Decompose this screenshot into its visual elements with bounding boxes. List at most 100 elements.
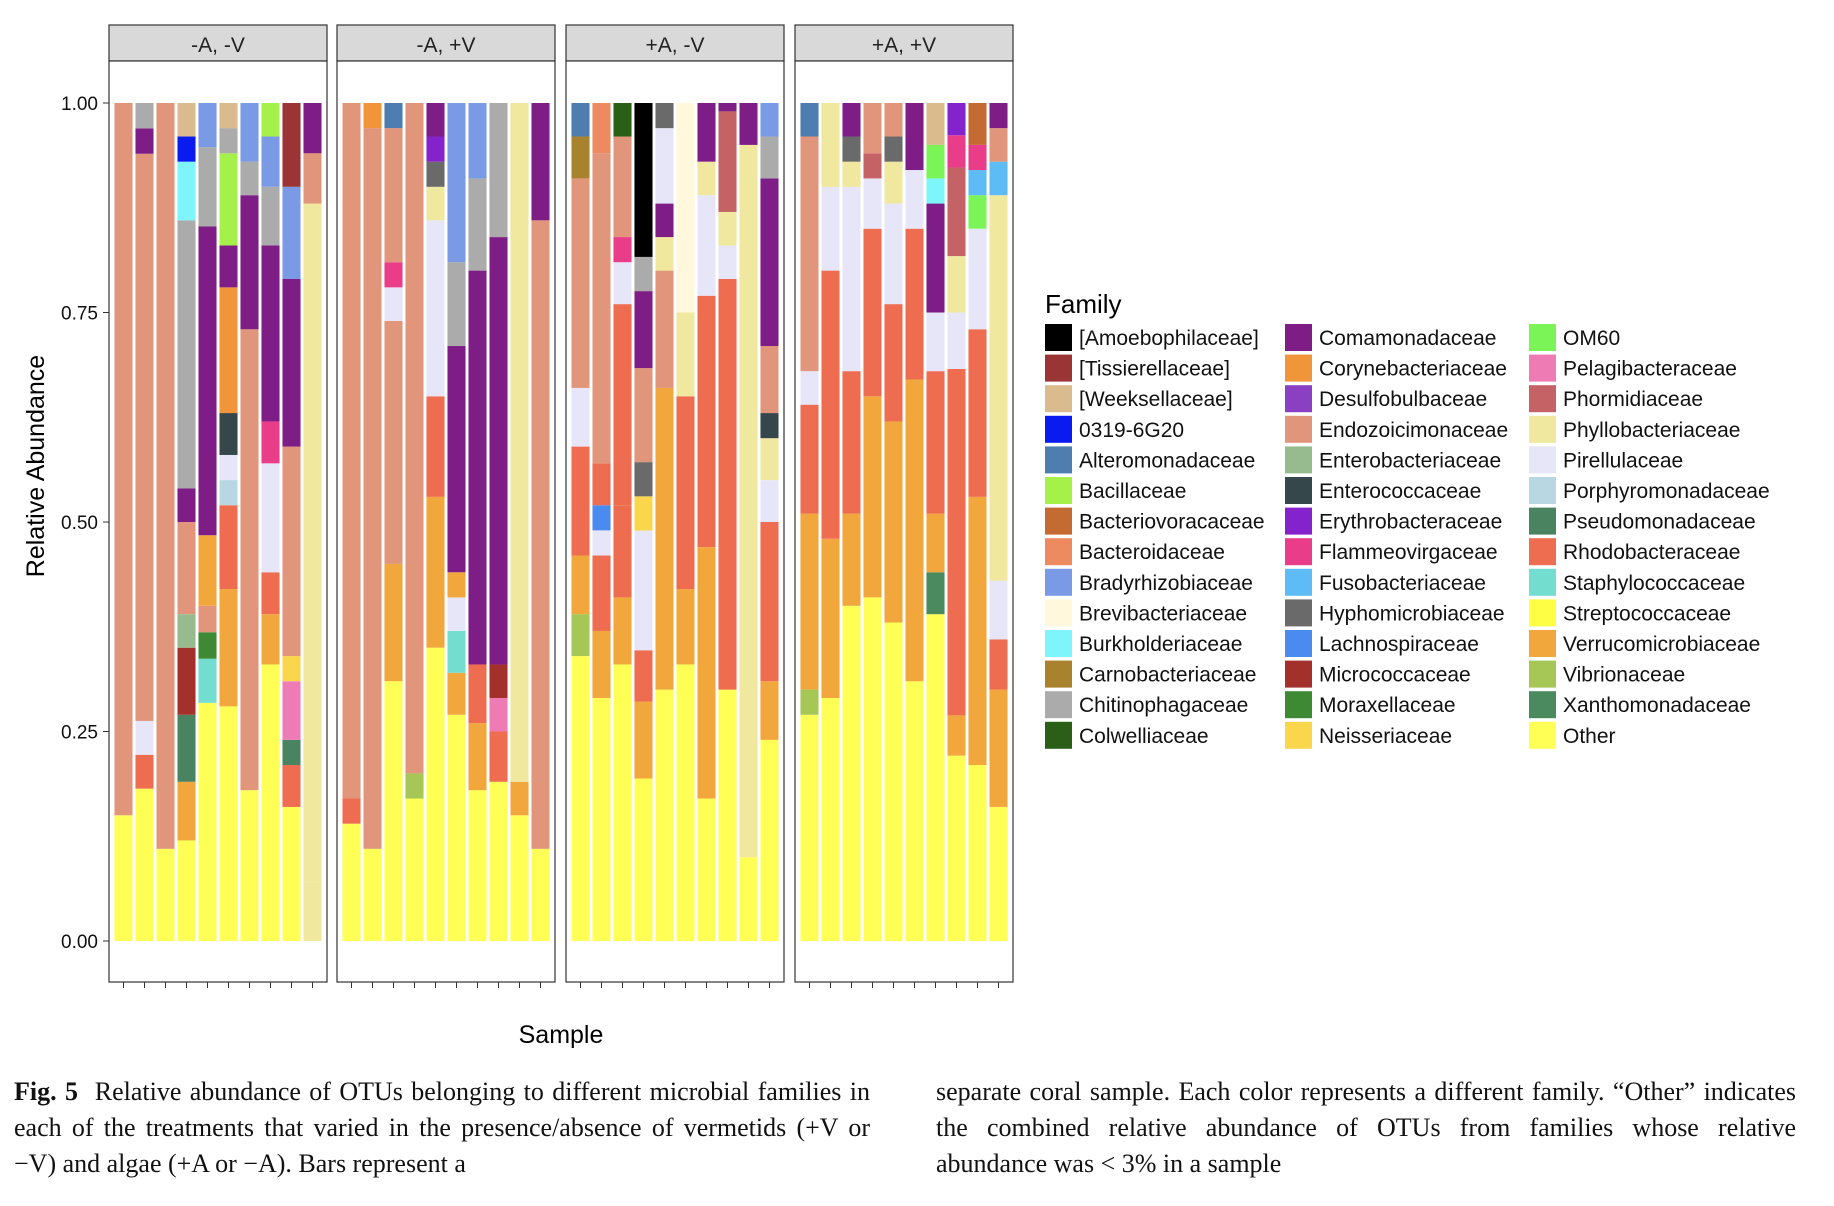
bar-segment: [198, 632, 217, 659]
panel-2: -A, +V: [336, 24, 556, 988]
bar-segment: [240, 329, 259, 791]
sample-bar: [468, 103, 487, 941]
bar-segment: [177, 614, 196, 648]
bar-segment: [926, 312, 945, 372]
bar-segment: [760, 413, 779, 439]
bar-segment: [468, 664, 487, 724]
legend-label: Flammeovirgaceae: [1319, 541, 1498, 564]
legend-item: Burkholderiaceae: [1045, 630, 1242, 657]
sample-bar: [655, 103, 674, 941]
sample-bar: [177, 103, 196, 941]
bar-segment: [926, 572, 945, 615]
legend-label: Enterobacteriaceae: [1319, 449, 1501, 472]
legend-label: Endozoicimonaceae: [1319, 419, 1508, 442]
bar-segment: [634, 778, 653, 941]
caption-right-text: separate coral sample. Each color repres…: [936, 1077, 1796, 1178]
bar-segment: [884, 304, 903, 422]
legend-label: Pelagibacteraceae: [1563, 358, 1737, 381]
bar-segment: [447, 572, 466, 598]
bar-segment: [905, 379, 924, 682]
bar-segment: [989, 161, 1008, 196]
bar-segment: [198, 103, 217, 148]
bar-segment: [261, 186, 280, 246]
bar-segment: [947, 256, 966, 313]
bar-segment: [447, 630, 466, 673]
legend-swatch: [1045, 691, 1072, 719]
legend-label: Rhodobacteraceae: [1563, 541, 1740, 564]
bar-segment: [842, 136, 861, 162]
bar-segment: [261, 245, 280, 422]
bar-segment: [384, 287, 403, 321]
legend-label: Bacteriovoracaceae: [1079, 511, 1265, 534]
bar-segment: [219, 706, 238, 941]
legend-label: Phyllobacteriaceae: [1563, 419, 1740, 442]
legend-item: Fusobacteriaceae: [1285, 568, 1486, 596]
bar-segment: [676, 103, 695, 313]
legend-item: Chitinophagaceae: [1045, 691, 1248, 719]
bar-segment: [219, 287, 238, 414]
bar-segment: [219, 454, 238, 481]
bar-segment: [510, 103, 529, 782]
sample-bar: [884, 103, 903, 941]
legend-swatch: [1285, 660, 1312, 688]
bar-segment: [989, 639, 1008, 690]
bar-segment: [468, 178, 487, 271]
bar-segment: [468, 790, 487, 941]
legend-label: Colwelliaceae: [1079, 725, 1209, 748]
panels-layer: -A, -V -A, +V +A, -V +A, +V: [108, 24, 1014, 988]
legend-label: Porphyromonadaceae: [1563, 480, 1770, 503]
bar-segment: [303, 153, 322, 204]
legend-item: Rhodobacteraceae: [1529, 538, 1740, 566]
legend-label: Verrucomicrobiaceae: [1563, 633, 1760, 656]
legend-label: Streptococcaceae: [1563, 602, 1731, 625]
bar-segment: [177, 522, 196, 615]
sample-bar: [156, 103, 175, 941]
legend-swatch: [1285, 446, 1312, 474]
bar-segment: [571, 555, 590, 615]
bar-segment: [863, 153, 882, 179]
sample-bar: [905, 103, 924, 941]
legend-label: Comamonadaceae: [1319, 327, 1496, 350]
bar-segment: [655, 203, 674, 238]
figure-label: Fig. 5: [14, 1077, 78, 1106]
legend-item: 0319-6G20: [1045, 415, 1184, 443]
bar-segment: [156, 848, 175, 941]
bar-segment: [571, 446, 590, 556]
bar-segment: [905, 103, 924, 171]
bar-segment: [177, 781, 196, 841]
bar-segment: [303, 103, 322, 154]
sample-bar: [198, 103, 217, 941]
bar-segment: [697, 161, 716, 196]
legend-swatch: [1529, 538, 1556, 566]
sample-bar: [282, 103, 301, 941]
bar-segment: [613, 262, 632, 305]
bar-segment: [282, 739, 301, 766]
bar-segment: [384, 320, 403, 564]
legend-item: Enterococcaceae: [1285, 477, 1481, 504]
legend-item: Colwelliaceae: [1045, 721, 1209, 749]
bar-segment: [426, 396, 445, 497]
y-tick-label: 0.25: [61, 723, 98, 744]
sample-bar: [426, 103, 445, 941]
sample-bar: [760, 103, 779, 941]
sample-bar: [303, 103, 322, 941]
legend-item: Bacteriovoracaceae: [1045, 507, 1265, 535]
bar-segment: [821, 538, 840, 698]
legend-swatch: [1529, 354, 1556, 382]
bar-segment: [426, 220, 445, 397]
legend-swatch: [1529, 477, 1556, 504]
bar-segment: [489, 781, 508, 941]
legend-item: Erythrobacteraceae: [1285, 507, 1502, 535]
legend-swatch: [1045, 630, 1072, 657]
bar-segment: [613, 597, 632, 665]
bar-segment: [135, 153, 154, 721]
bar-segment: [447, 597, 466, 631]
bar-segment: [947, 167, 966, 257]
sample-bar: [219, 103, 238, 941]
legend-item: Vibrionaceae: [1529, 660, 1685, 688]
legend-label: Erythrobacteraceae: [1319, 511, 1502, 534]
bar-segment: [282, 681, 301, 740]
panel-1: -A, -V: [108, 24, 328, 988]
caption-left: Fig. 5 Relative abundance of OTUs belong…: [14, 1074, 870, 1182]
bar-segment: [718, 245, 737, 279]
